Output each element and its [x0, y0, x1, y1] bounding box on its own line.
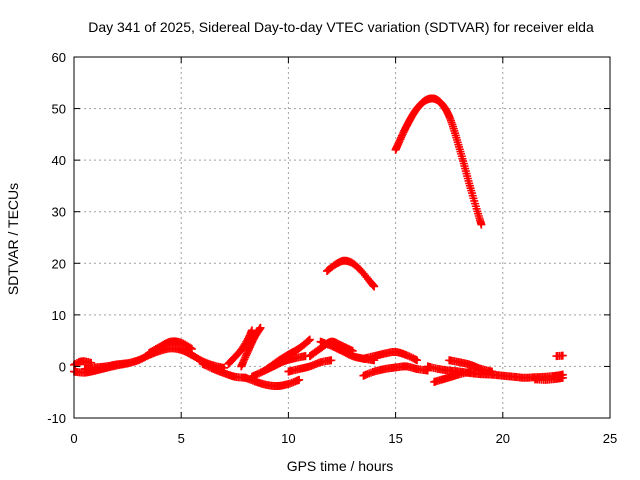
series-arc-22 — [552, 351, 567, 361]
y-tick-label: -10 — [47, 411, 66, 426]
series-arc-11 — [284, 356, 336, 376]
x-tick-label: 20 — [496, 431, 510, 446]
data-point — [370, 282, 379, 291]
series-arc-15 — [359, 347, 422, 365]
y-tick-label: 60 — [52, 50, 66, 65]
data-point — [202, 361, 211, 370]
data-point — [558, 351, 567, 360]
data-point — [327, 356, 336, 365]
series-arc-20 — [445, 356, 497, 376]
data-point — [305, 335, 314, 344]
data-point — [123, 359, 132, 368]
x-tick-label: 5 — [178, 431, 185, 446]
chart-title: Day 341 of 2025, Sidereal Day-to-day VTE… — [88, 19, 594, 35]
grid — [74, 57, 610, 418]
x-tick-label: 10 — [281, 431, 295, 446]
data-point — [256, 323, 265, 332]
series-arc-19 — [430, 367, 475, 386]
data-point — [239, 356, 248, 365]
y-tick-label: 20 — [52, 256, 66, 271]
series-arc-16 — [359, 362, 432, 380]
axis-ticks: 0 5 10 15 20 25 -10 0 10 20 30 40 50 60 — [47, 50, 617, 446]
series-arc-21 — [530, 373, 567, 384]
data-point — [558, 373, 567, 382]
series-arc-04 — [145, 337, 196, 358]
data-point — [413, 356, 422, 365]
y-tick-label: 0 — [59, 359, 66, 374]
data-point — [477, 220, 486, 229]
data-point — [466, 367, 475, 376]
data-point — [295, 375, 304, 384]
series-arc-14 — [322, 256, 379, 291]
y-axis-label: SDTVAR / TECUs — [5, 183, 21, 295]
series-arc-07 — [237, 323, 265, 371]
data-point — [241, 353, 250, 362]
data-point — [303, 337, 312, 346]
x-tick-label: 25 — [603, 431, 617, 446]
data-point — [187, 344, 196, 353]
data-point — [488, 367, 497, 376]
plot-frame — [73, 56, 611, 419]
y-tick-label: 10 — [52, 308, 66, 323]
y-tick-label: 30 — [52, 205, 66, 220]
y-tick-label: 40 — [52, 153, 66, 168]
series-arc-03 — [80, 359, 132, 374]
series-arc-17 — [391, 94, 486, 229]
x-axis-label: GPS time / hours — [287, 458, 394, 474]
y-tick-label: 50 — [52, 102, 66, 117]
data-point — [405, 352, 414, 361]
plot-area — [70, 94, 567, 391]
data-point — [403, 351, 412, 360]
data-point — [247, 326, 256, 335]
data-point — [240, 355, 249, 364]
data-point — [204, 362, 213, 371]
x-tick-label: 0 — [70, 431, 77, 446]
x-tick-label: 15 — [388, 431, 402, 446]
series-arc-10 — [262, 335, 314, 374]
